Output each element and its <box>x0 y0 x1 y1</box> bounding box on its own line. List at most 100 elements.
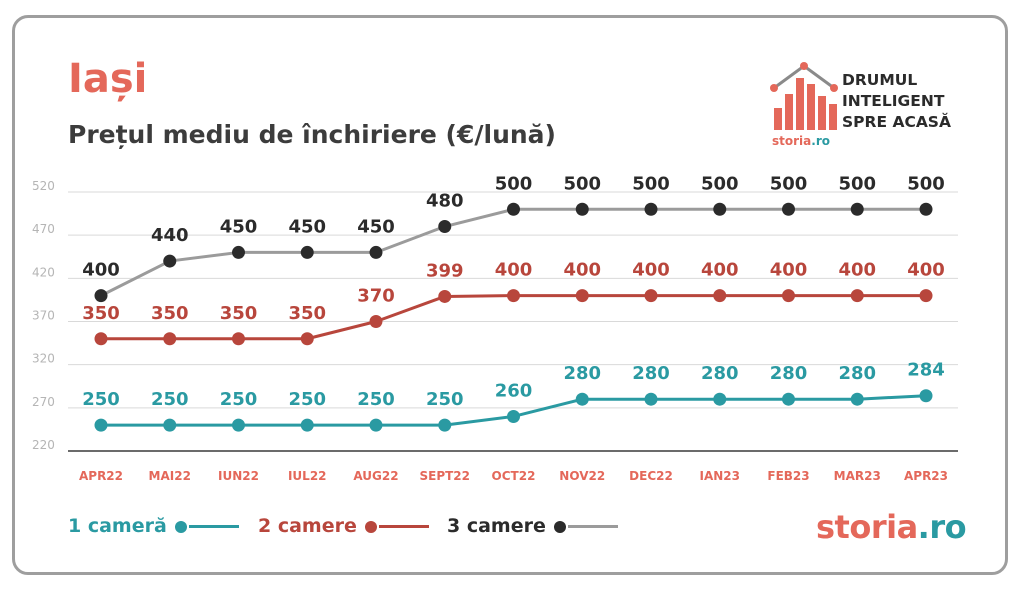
data-label: 250 <box>288 389 326 410</box>
data-point <box>300 418 314 432</box>
data-label: 370 <box>357 286 395 307</box>
data-point <box>438 418 452 432</box>
data-label: 280 <box>563 363 601 384</box>
data-point <box>782 289 795 303</box>
data-point <box>94 289 108 303</box>
legend-item-3-camere: 3 camere <box>447 515 618 537</box>
x-tick-label: AUG22 <box>353 469 398 483</box>
data-label: 500 <box>770 173 808 194</box>
data-label: 250 <box>426 389 464 410</box>
x-tick-label: IUN22 <box>218 469 259 483</box>
data-point <box>782 202 795 216</box>
data-point <box>369 245 383 259</box>
data-label: 400 <box>632 260 670 281</box>
brand-small-logo: storia.ro <box>772 134 830 148</box>
data-point <box>94 418 108 432</box>
chart-city-title: Iași <box>68 56 148 102</box>
data-point <box>919 289 933 303</box>
data-label: 400 <box>82 260 120 281</box>
data-label: 400 <box>701 260 739 281</box>
x-tick-label: DEC22 <box>629 469 673 483</box>
data-label: 350 <box>288 303 326 324</box>
data-point <box>575 392 589 406</box>
x-tick-label: MAR23 <box>834 469 881 483</box>
data-label: 440 <box>151 225 189 246</box>
data-label: 400 <box>838 260 876 281</box>
data-point <box>919 389 933 403</box>
data-point <box>850 289 864 303</box>
x-tick-label: MAI22 <box>149 469 191 483</box>
data-point <box>438 220 452 234</box>
x-tick-label: APR23 <box>904 469 948 483</box>
data-label: 350 <box>151 303 189 324</box>
data-label: 280 <box>838 363 876 384</box>
x-tick-label: IAN23 <box>700 469 741 483</box>
data-label: 350 <box>220 303 258 324</box>
legend-item-1-camera: 1 cameră <box>68 515 239 537</box>
brand-bottom-logo: storia.ro <box>816 508 967 546</box>
data-point <box>713 289 727 303</box>
x-tick-label: OCT22 <box>492 469 536 483</box>
x-tick-label: FEB23 <box>767 469 809 483</box>
brand-tagline-line: SPRE ACASĂ <box>842 113 951 131</box>
legend-marker-line <box>378 525 429 528</box>
legend-marker-dot <box>174 520 187 533</box>
brand-tagline-line: DRUMUL <box>842 71 918 89</box>
data-point <box>575 202 589 216</box>
data-label: 250 <box>82 389 120 410</box>
data-point <box>507 289 520 303</box>
data-label: 400 <box>770 260 808 281</box>
data-point <box>919 202 933 216</box>
y-tick-label: 420 <box>32 265 55 279</box>
data-label: 500 <box>632 173 670 194</box>
data-point <box>369 418 383 432</box>
data-point <box>850 202 864 216</box>
data-label: 500 <box>563 173 601 194</box>
chart-subtitle: Prețul mediu de închiriere (€/lună) <box>68 120 556 149</box>
data-point <box>94 332 108 346</box>
data-label: 250 <box>151 389 189 410</box>
data-point <box>232 245 245 259</box>
data-point <box>713 392 727 406</box>
data-label: 280 <box>770 363 808 384</box>
data-point <box>850 392 864 406</box>
y-tick-label: 320 <box>32 352 55 366</box>
legend-label: 1 cameră <box>68 515 167 537</box>
data-point <box>163 254 177 268</box>
data-label: 250 <box>357 389 395 410</box>
x-tick-label: APR22 <box>79 469 123 483</box>
data-point <box>644 202 658 216</box>
data-label: 400 <box>563 260 601 281</box>
data-point <box>782 392 795 406</box>
y-tick-label: 270 <box>32 395 55 409</box>
x-tick-label: NOV22 <box>559 469 605 483</box>
data-point <box>232 332 245 346</box>
x-tick-label: IUL22 <box>288 469 327 483</box>
x-tick-label: SEPT22 <box>419 469 470 483</box>
y-tick-label: 520 <box>32 179 55 193</box>
data-label: 500 <box>838 173 876 194</box>
data-point <box>163 332 177 346</box>
data-label: 480 <box>426 191 464 212</box>
data-label: 450 <box>288 216 326 237</box>
data-label: 284 <box>907 360 945 381</box>
y-tick-label: 470 <box>32 222 55 236</box>
data-point <box>575 289 589 303</box>
data-label: 500 <box>701 173 739 194</box>
data-label: 400 <box>907 260 945 281</box>
legend-marker-line <box>188 525 239 528</box>
data-label: 500 <box>495 173 533 194</box>
data-point <box>232 418 245 432</box>
data-label: 450 <box>357 216 395 237</box>
data-point <box>300 332 314 346</box>
legend-item-2-camere: 2 camere <box>258 515 429 537</box>
y-tick-label: 370 <box>32 309 55 323</box>
house-bars-icon <box>770 62 838 130</box>
data-point <box>438 289 452 303</box>
data-label: 280 <box>701 363 739 384</box>
y-tick-label: 220 <box>32 438 55 452</box>
legend-label: 2 camere <box>258 515 357 537</box>
data-label: 399 <box>426 260 464 281</box>
legend-marker-line <box>567 525 618 528</box>
